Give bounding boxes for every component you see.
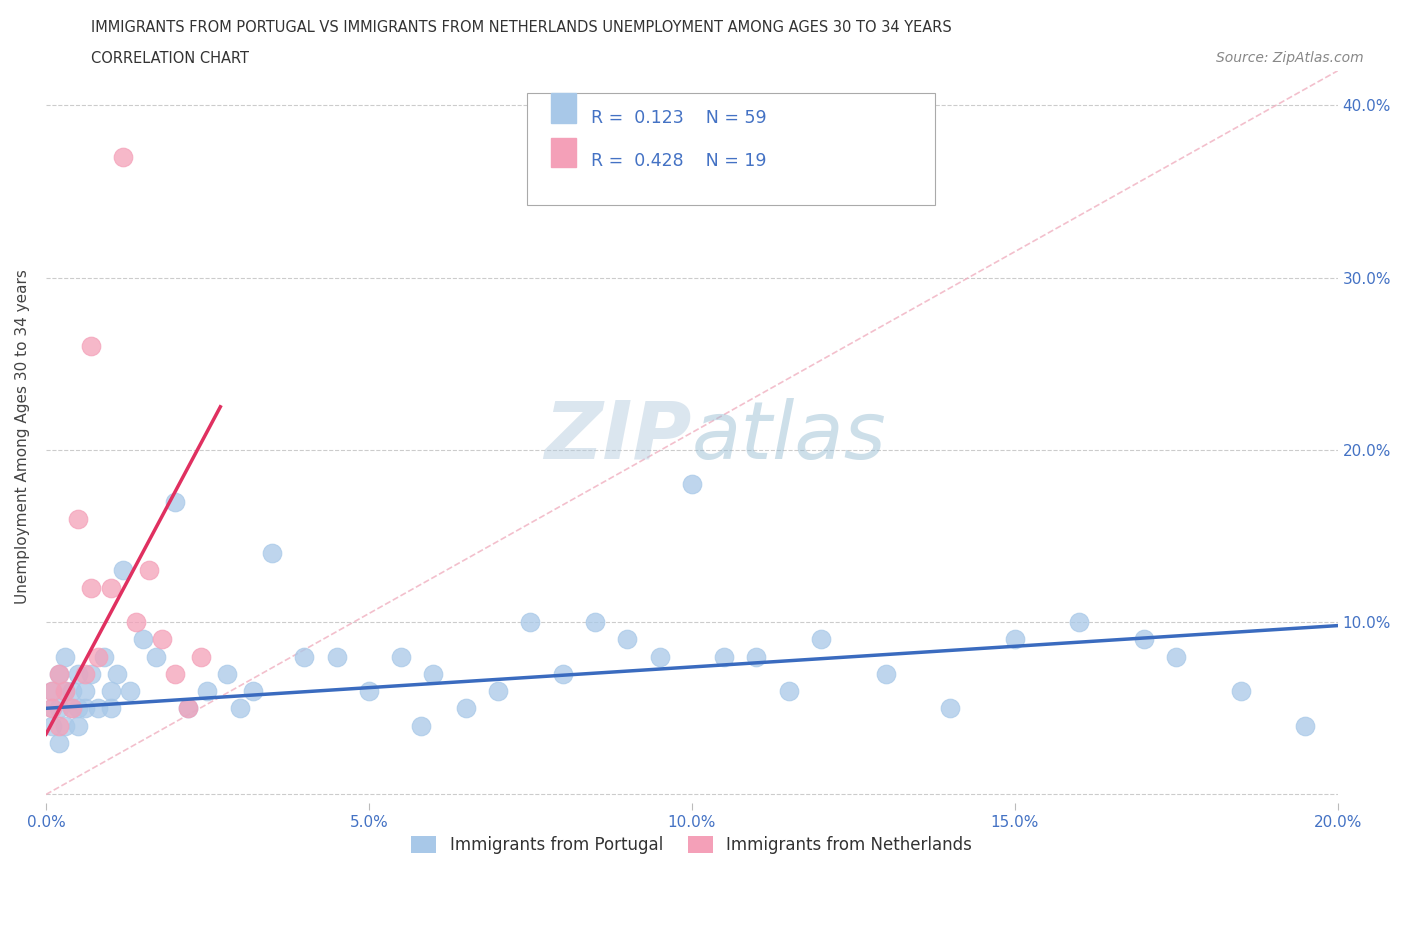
- Point: [810, 632, 832, 647]
- Point: [73, 667, 96, 682]
- Point: [41, 684, 63, 698]
- Point: [86, 649, 108, 664]
- Point: [105, 667, 128, 682]
- Point: [875, 667, 897, 682]
- Point: [112, 563, 135, 578]
- Point: [1294, 718, 1316, 733]
- Point: [41, 701, 63, 716]
- Point: [60, 701, 83, 716]
- Point: [100, 684, 122, 698]
- Point: [292, 649, 315, 664]
- Point: [190, 649, 212, 664]
- Point: [197, 684, 219, 698]
- Y-axis label: Unemployment Among Ages 30 to 34 years: Unemployment Among Ages 30 to 34 years: [15, 270, 30, 604]
- Point: [100, 580, 122, 595]
- Point: [422, 667, 444, 682]
- Point: [389, 649, 412, 664]
- Point: [1069, 615, 1091, 630]
- Point: [41, 701, 63, 716]
- Point: [48, 667, 70, 682]
- Text: ZIP: ZIP: [544, 398, 692, 476]
- Point: [112, 150, 135, 165]
- Point: [67, 701, 90, 716]
- Point: [357, 684, 380, 698]
- Point: [48, 736, 70, 751]
- Point: [80, 580, 103, 595]
- Point: [583, 615, 606, 630]
- Point: [60, 684, 83, 698]
- Point: [67, 718, 90, 733]
- Point: [53, 718, 76, 733]
- Legend: Immigrants from Portugal, Immigrants from Netherlands: Immigrants from Portugal, Immigrants fro…: [405, 830, 979, 860]
- Point: [132, 632, 155, 647]
- Point: [616, 632, 638, 647]
- Point: [150, 632, 173, 647]
- Point: [778, 684, 800, 698]
- Point: [519, 615, 541, 630]
- Point: [260, 546, 283, 561]
- Point: [73, 701, 96, 716]
- Point: [80, 667, 103, 682]
- Point: [939, 701, 962, 716]
- Point: [713, 649, 735, 664]
- Point: [165, 667, 187, 682]
- Point: [1166, 649, 1188, 664]
- Point: [648, 649, 671, 664]
- Point: [67, 667, 90, 682]
- Point: [67, 512, 90, 526]
- Point: [60, 701, 83, 716]
- Point: [145, 649, 167, 664]
- Point: [73, 684, 96, 698]
- Point: [93, 649, 115, 664]
- Point: [41, 718, 63, 733]
- Point: [53, 684, 76, 698]
- Point: [118, 684, 141, 698]
- Point: [86, 701, 108, 716]
- Point: [100, 701, 122, 716]
- Point: [409, 718, 432, 733]
- Text: R =  0.428    N = 19: R = 0.428 N = 19: [591, 152, 766, 170]
- Point: [325, 649, 347, 664]
- Text: CORRELATION CHART: CORRELATION CHART: [91, 51, 249, 66]
- Point: [681, 477, 703, 492]
- Point: [53, 649, 76, 664]
- Point: [215, 667, 238, 682]
- Point: [1133, 632, 1156, 647]
- Point: [138, 563, 160, 578]
- Point: [125, 615, 148, 630]
- Point: [177, 701, 200, 716]
- Point: [48, 667, 70, 682]
- Point: [1229, 684, 1251, 698]
- Point: [486, 684, 509, 698]
- Point: [41, 684, 63, 698]
- Point: [745, 649, 768, 664]
- Point: [551, 667, 574, 682]
- Text: R =  0.123    N = 59: R = 0.123 N = 59: [591, 109, 766, 127]
- Text: Source: ZipAtlas.com: Source: ZipAtlas.com: [1216, 51, 1364, 65]
- Text: atlas: atlas: [692, 398, 887, 476]
- Point: [1004, 632, 1026, 647]
- Point: [454, 701, 477, 716]
- Point: [53, 684, 76, 698]
- Point: [165, 494, 187, 509]
- Point: [48, 701, 70, 716]
- Point: [48, 718, 70, 733]
- Text: IMMIGRANTS FROM PORTUGAL VS IMMIGRANTS FROM NETHERLANDS UNEMPLOYMENT AMONG AGES : IMMIGRANTS FROM PORTUGAL VS IMMIGRANTS F…: [91, 20, 952, 35]
- Point: [177, 701, 200, 716]
- Point: [228, 701, 250, 716]
- Point: [80, 339, 103, 354]
- Point: [242, 684, 264, 698]
